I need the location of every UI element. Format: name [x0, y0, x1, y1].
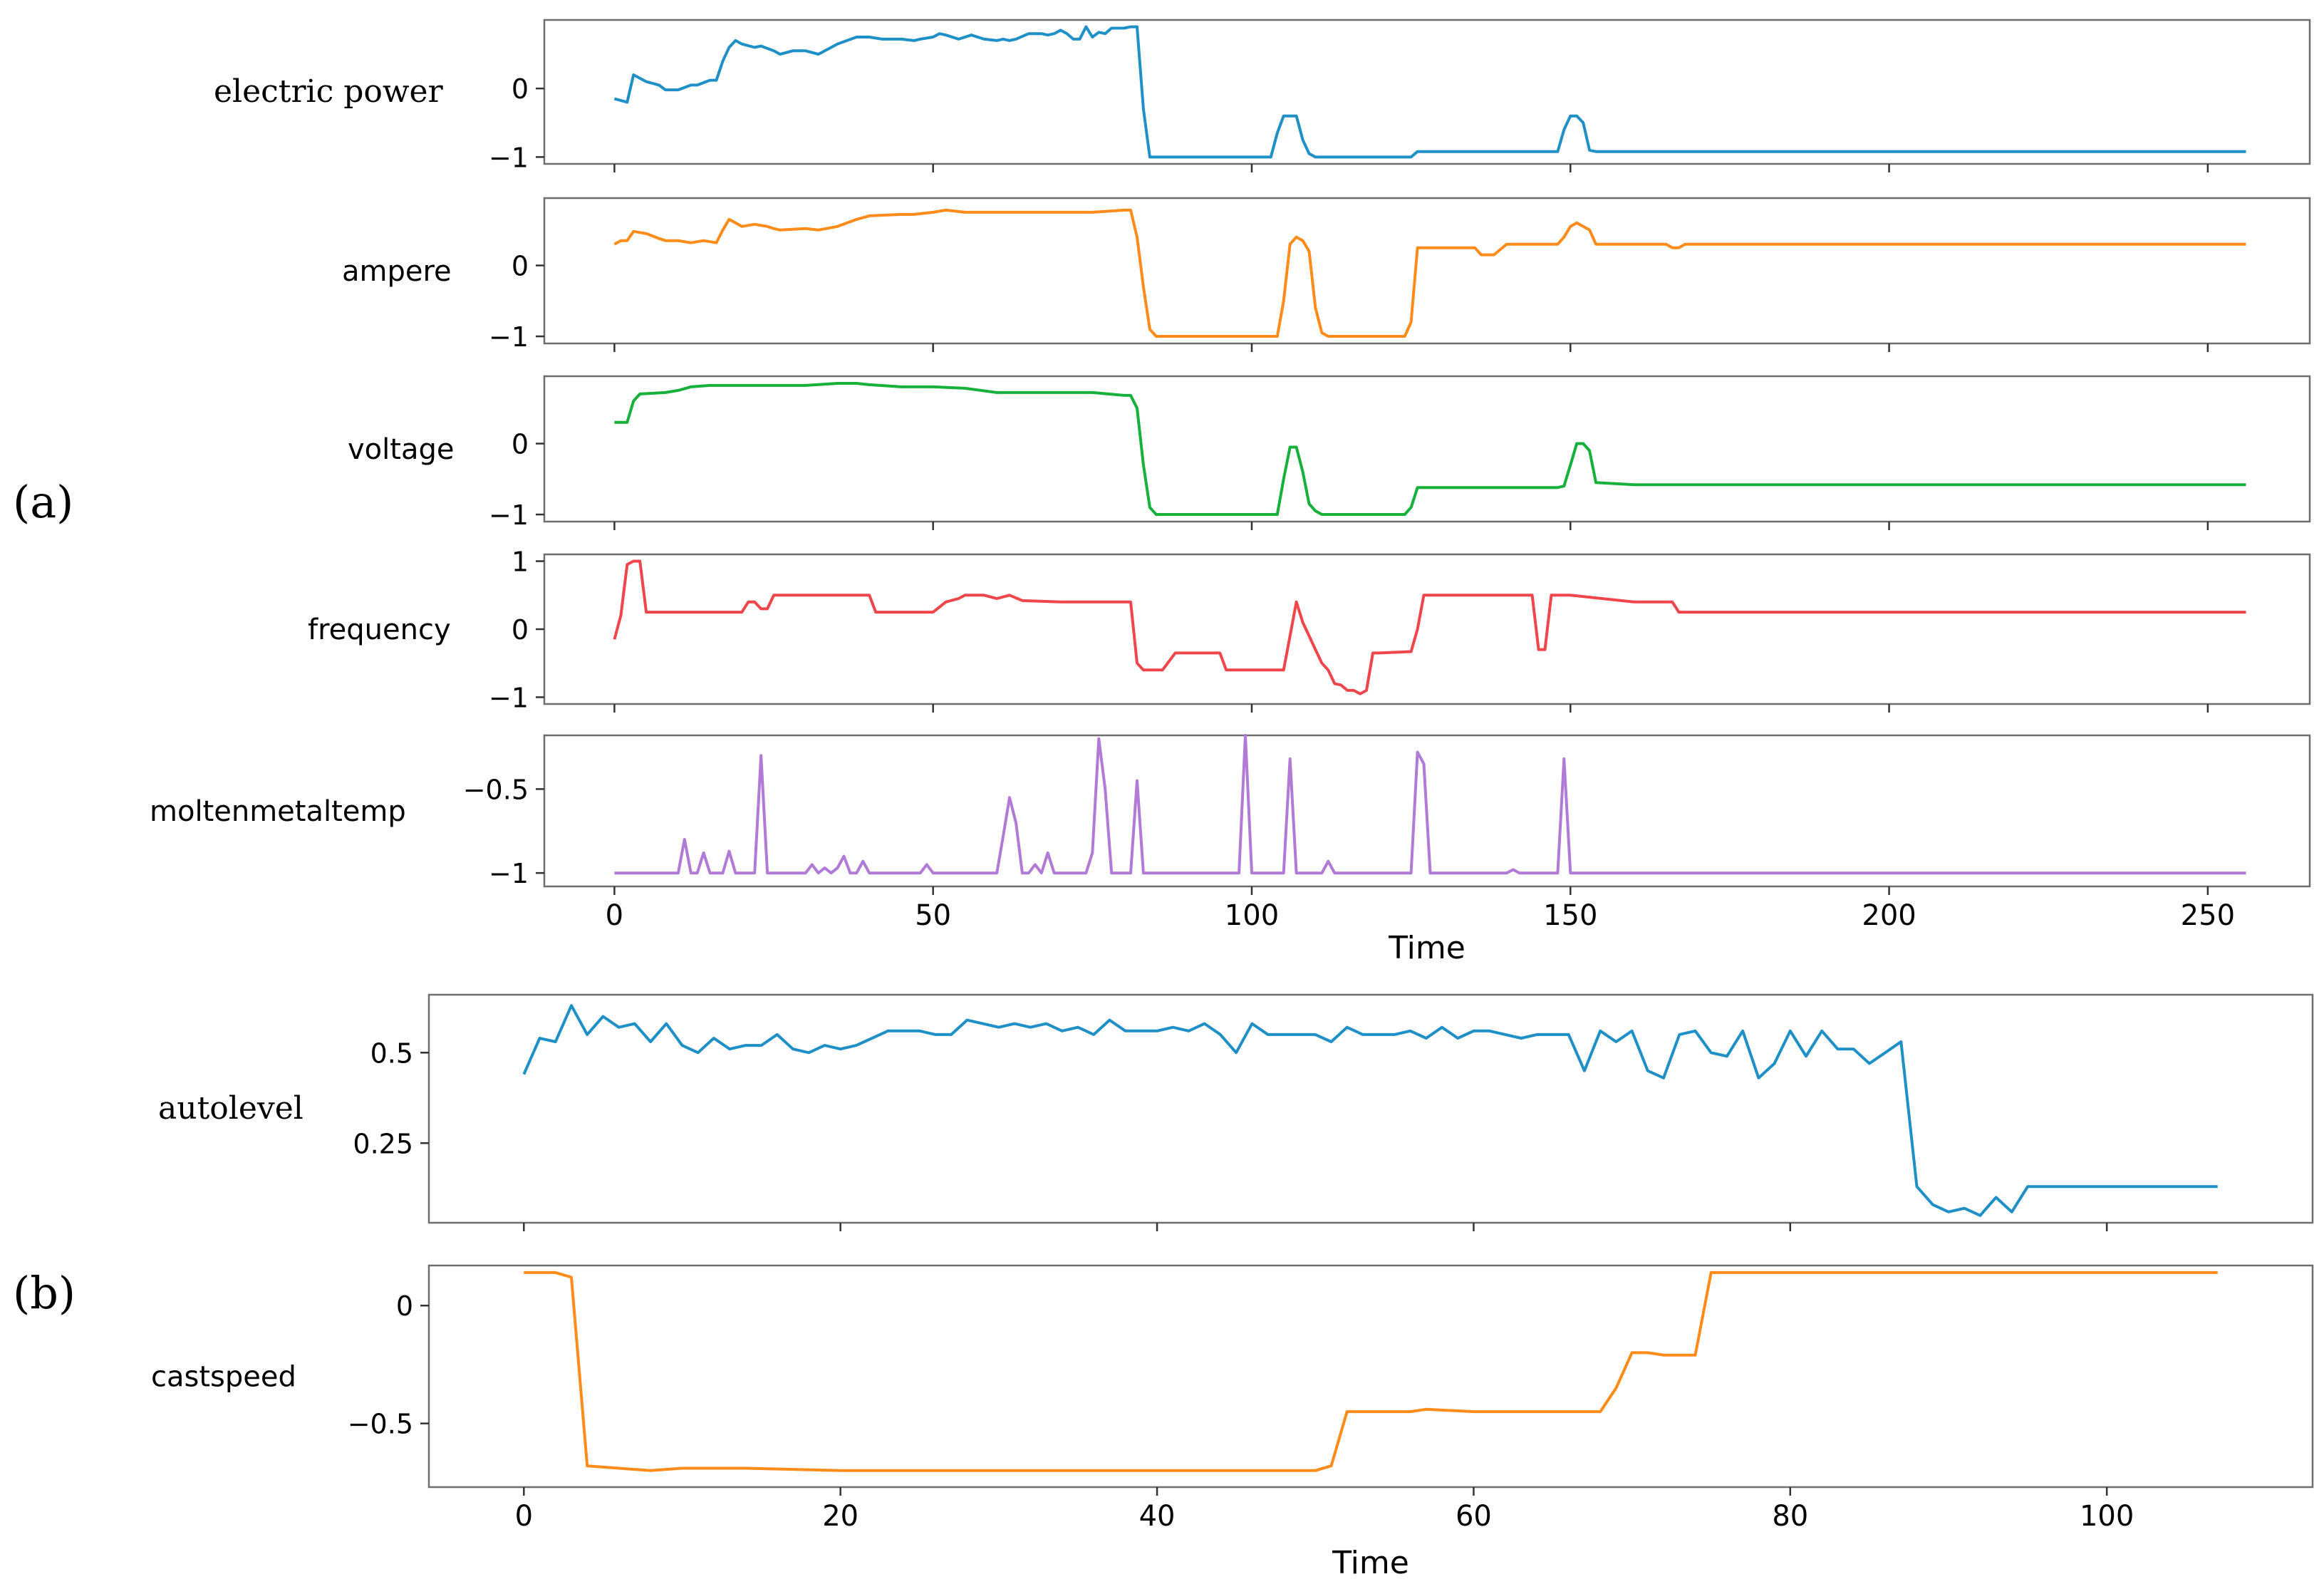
y-tick-label: −1: [489, 500, 529, 531]
y-tick-label: 0: [396, 1290, 413, 1322]
y-tick-label: 0: [512, 251, 529, 282]
subplot-frequency: 1 0 −1 frequency: [308, 547, 2311, 713]
series-line-electric-power: [613, 25, 2246, 159]
y-tick-label: 0: [512, 429, 529, 460]
series-line-ampere: [613, 208, 2246, 338]
x-tick-label: 150: [1543, 899, 1597, 932]
x-tick-label: 20: [822, 1500, 858, 1533]
axes-frame: [543, 734, 2311, 888]
y-tick-label: −1: [489, 858, 529, 889]
series-line-castspeed: [524, 1270, 2218, 1472]
y-tick-label: 0: [512, 73, 529, 105]
series-line-voltage: [614, 382, 2246, 516]
series-line-autolevel: [522, 1004, 2218, 1217]
panel-label-b: (b): [13, 1267, 76, 1319]
series-line-moltenmetaltemp: [614, 734, 2246, 875]
axes-frame: [543, 197, 2311, 345]
x-tick-label: 60: [1456, 1500, 1492, 1533]
y-tick-label: −1: [489, 142, 529, 173]
x-tick-label: 0: [515, 1500, 533, 1533]
x-tick-label: 100: [1225, 899, 1279, 932]
x-tick-label: 0: [606, 899, 623, 932]
x-tick-label: 40: [1139, 1500, 1176, 1533]
series-label: voltage: [348, 433, 454, 466]
axes-frame: [427, 993, 2314, 1224]
series-label: castspeed: [151, 1361, 296, 1394]
panel-label-a: (a): [13, 476, 74, 528]
x-tick-label: 80: [1772, 1500, 1808, 1533]
subplot-electric-power: 0 −1 electric power: [214, 19, 2311, 173]
y-tick-label: 1: [512, 547, 529, 578]
subplot-moltenmetaltemp: −0.5 −1 moltenmetaltemp: [150, 734, 2311, 895]
x-tick-label: 100: [2080, 1500, 2134, 1533]
y-tick-label: −1: [489, 321, 529, 353]
x-tick-label: 250: [2181, 899, 2235, 932]
subplot-voltage: 0 −1 voltage: [348, 375, 2311, 531]
axes-frame: [543, 375, 2311, 523]
x-tick-label: 200: [1862, 899, 1916, 932]
series-label: electric power: [214, 73, 444, 110]
y-tick-label: 0.25: [353, 1128, 413, 1159]
subplot-castspeed: 0 −0.5 castspeed: [151, 1264, 2314, 1496]
y-tick-label: −0.5: [463, 774, 529, 805]
y-tick-label: 0.5: [370, 1037, 413, 1069]
x-tick-label: 50: [915, 899, 951, 932]
subplot-ampere: 0 −1 ampere: [342, 197, 2311, 353]
axes-frame: [543, 19, 2311, 165]
x-axis-label: Time: [1332, 1545, 1409, 1581]
series-label: ampere: [342, 255, 452, 288]
series-line-frequency: [613, 559, 2246, 695]
y-tick-label: −0.5: [348, 1409, 413, 1440]
x-axis-label: Time: [1388, 930, 1466, 966]
y-tick-label: 0: [512, 614, 529, 646]
series-label: moltenmetaltemp: [150, 795, 406, 828]
y-tick-label: −1: [489, 682, 529, 713]
subplot-autolevel: 0.5 0.25 autolevel: [158, 993, 2314, 1231]
axes-frame: [427, 1264, 2314, 1489]
series-label: frequency: [308, 614, 451, 646]
axes-frame: [543, 553, 2311, 705]
series-label: autolevel: [158, 1090, 304, 1127]
